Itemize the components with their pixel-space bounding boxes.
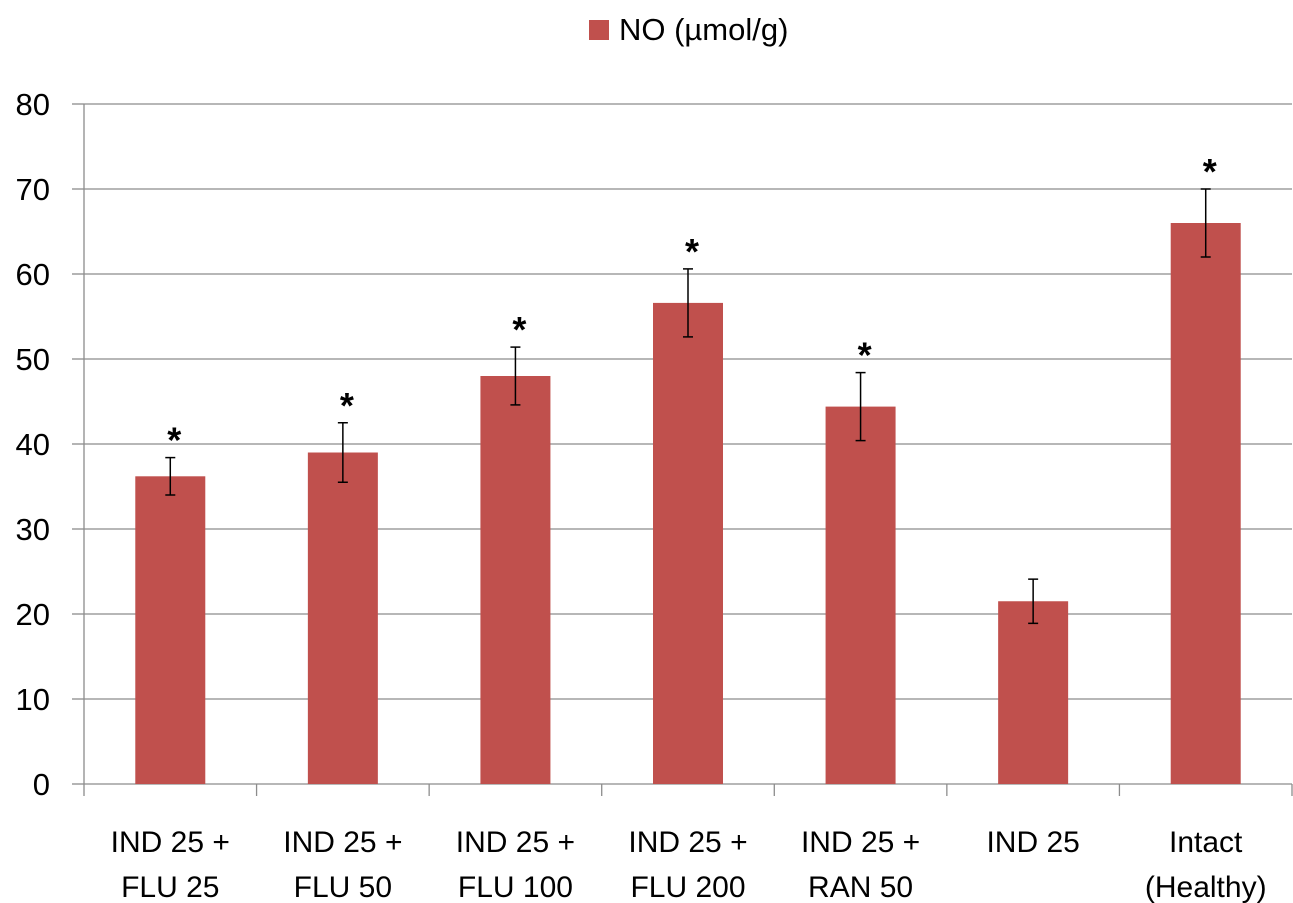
y-tick-label: 0 <box>33 767 50 802</box>
bar <box>307 452 378 784</box>
bar <box>825 406 896 784</box>
significance-marker: * <box>340 385 354 426</box>
legend: NO (µmol/g) <box>589 10 788 50</box>
bar <box>1170 223 1241 784</box>
y-tick-label: 60 <box>16 257 50 292</box>
x-tick-label: (Healthy) <box>1145 871 1267 903</box>
x-tick-label: IND 25 + <box>801 826 920 859</box>
significance-marker: * <box>858 335 872 376</box>
legend-label: NO (µmol/g) <box>619 12 789 47</box>
y-tick-label: 40 <box>16 427 50 462</box>
x-tick-label: FLU 100 <box>458 871 573 903</box>
bar <box>653 302 723 784</box>
x-tick-label: IND 25 + <box>111 826 230 859</box>
y-tick-label: 70 <box>16 172 50 207</box>
legend-swatch <box>589 20 609 40</box>
x-tick-label: Intact <box>1169 826 1243 859</box>
y-tick-label: 20 <box>16 597 50 632</box>
y-tick-label: 30 <box>16 512 50 547</box>
y-tick-label: 50 <box>16 342 50 377</box>
bar <box>480 376 551 784</box>
x-tick-label: FLU 50 <box>294 871 392 903</box>
significance-marker: * <box>1203 151 1217 192</box>
x-tick-label: IND 25 + <box>628 826 747 859</box>
significance-marker: * <box>167 420 181 461</box>
y-tick-label: 10 <box>16 682 50 717</box>
x-tick-label: IND 25 + <box>283 826 402 859</box>
x-tick-label: FLU 200 <box>630 871 745 903</box>
x-tick-label: IND 25 <box>986 826 1079 859</box>
significance-marker: * <box>512 309 526 350</box>
x-tick-label: RAN 50 <box>808 871 913 903</box>
x-tick-label: FLU 25 <box>121 871 219 903</box>
y-tick-label: 80 <box>16 87 50 122</box>
x-tick-label: IND 25 + <box>456 826 575 859</box>
bar <box>998 601 1069 784</box>
significance-marker: * <box>685 231 699 272</box>
bar <box>135 476 206 784</box>
